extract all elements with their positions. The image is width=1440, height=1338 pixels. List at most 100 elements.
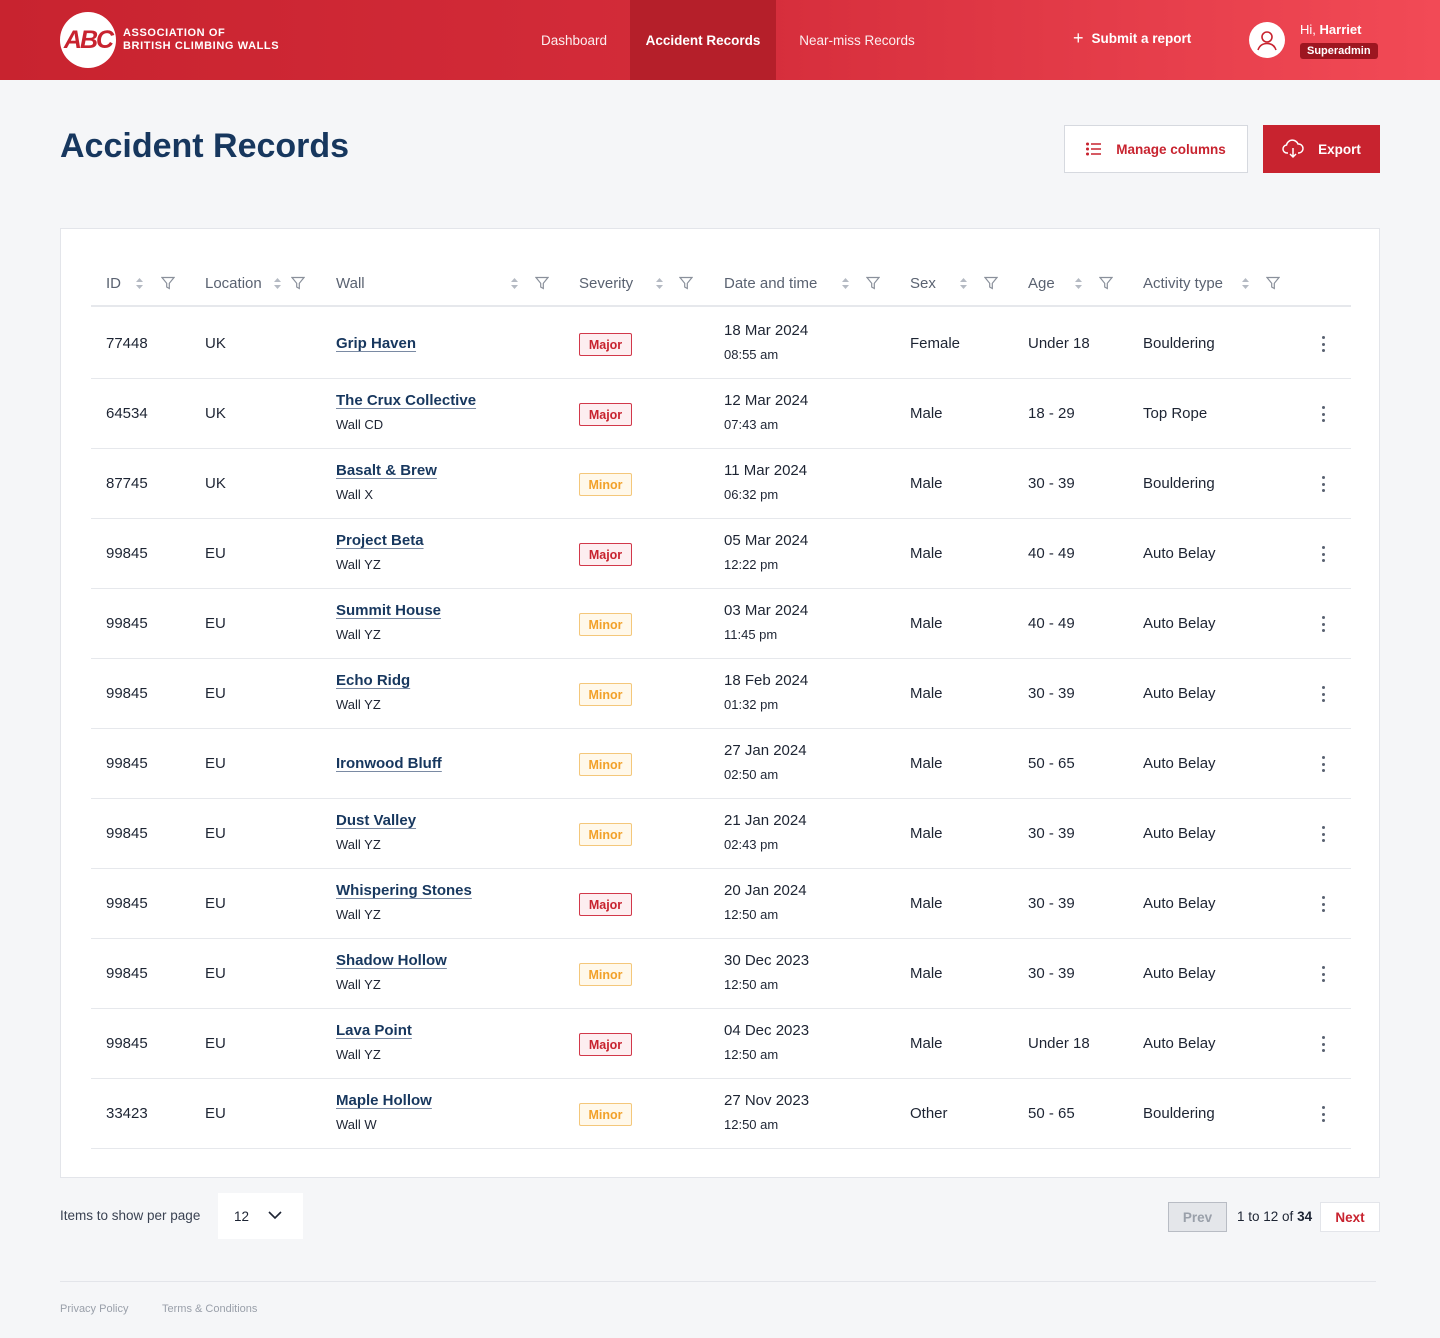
row-actions-kebab-icon[interactable]	[1315, 1103, 1331, 1125]
export-button[interactable]: Export	[1263, 125, 1380, 173]
sort-icon[interactable]	[511, 259, 518, 307]
table-row[interactable]: 99845 EU Male 30 - 39 Auto Belay Dust Valley W…	[91, 799, 1351, 869]
time-text: 07:43 am	[724, 417, 779, 432]
sort-icon[interactable]	[1242, 259, 1249, 307]
sort-icon[interactable]	[1075, 259, 1082, 307]
table-row[interactable]: 99845 EU Male 40 - 49 Auto Belay Summit House…	[91, 589, 1351, 659]
per-page-select[interactable]: 12	[218, 1193, 303, 1239]
cell-id: 99845	[106, 1035, 148, 1052]
cell-wall: Ironwood Bluff	[336, 755, 442, 772]
column-header-location[interactable]: Location	[205, 259, 262, 307]
cell-wall: Project Beta Wall YZ	[336, 532, 424, 572]
severity-badge: Minor	[579, 473, 632, 496]
row-actions-kebab-icon[interactable]	[1315, 753, 1331, 775]
wall-link[interactable]: Grip Haven	[336, 335, 417, 352]
column-header-wall[interactable]: Wall	[336, 259, 365, 307]
date-text: 20 Jan 2024	[724, 882, 807, 899]
column-header-label: Sex	[910, 274, 936, 292]
manage-columns-button[interactable]: Manage columns	[1064, 125, 1248, 173]
nav-dashboard[interactable]: Dashboard	[540, 32, 608, 48]
wall-link[interactable]: Summit House	[336, 602, 442, 619]
column-header-age[interactable]: Age	[1028, 259, 1055, 307]
column-header-sex[interactable]: Sex	[910, 259, 936, 307]
severity-badge: Minor	[579, 963, 632, 986]
column-header-severity[interactable]: Severity	[579, 259, 633, 307]
list-icon	[1086, 142, 1102, 156]
wall-link[interactable]: Whispering Stones	[336, 882, 472, 899]
cell-activity: Auto Belay	[1143, 755, 1216, 772]
column-header-date[interactable]: Date and time	[724, 259, 817, 307]
filter-icon[interactable]	[291, 259, 305, 307]
sort-icon[interactable]	[960, 259, 967, 307]
row-actions-kebab-icon[interactable]	[1315, 333, 1331, 355]
sort-icon[interactable]	[136, 259, 143, 307]
wall-link[interactable]: Shadow Hollow	[336, 952, 447, 969]
table-row[interactable]: 87745 UK Male 30 - 39 Bouldering Basalt & Bre…	[91, 449, 1351, 519]
per-page-value: 12	[234, 1208, 250, 1224]
wall-link[interactable]: Project Beta	[336, 532, 424, 549]
cell-wall: The Crux Collective Wall CD	[336, 392, 476, 432]
table-row[interactable]: 99845 EU Male 30 - 39 Auto Belay Shadow Hollo…	[91, 939, 1351, 1009]
table-row[interactable]: 99845 EU Male 30 - 39 Auto Belay Whispering S…	[91, 869, 1351, 939]
cell-activity: Auto Belay	[1143, 545, 1216, 562]
next-page-button[interactable]: Next	[1320, 1202, 1380, 1232]
sort-icon[interactable]	[842, 259, 849, 307]
cell-date-time: 18 Feb 2024 01:32 pm	[724, 672, 808, 712]
table-row[interactable]: 77448 UK Female Under 18 Bouldering Grip Have…	[91, 309, 1351, 379]
date-text: 18 Feb 2024	[724, 672, 809, 689]
row-actions-kebab-icon[interactable]	[1315, 543, 1331, 565]
filter-icon[interactable]	[535, 259, 549, 307]
row-actions-kebab-icon[interactable]	[1315, 823, 1331, 845]
submit-report-button[interactable]: + Submit a report	[1073, 29, 1191, 47]
date-text: 30 Dec 2023	[724, 952, 810, 969]
wall-link[interactable]: The Crux Collective	[336, 392, 477, 409]
cell-location: UK	[205, 405, 226, 422]
filter-icon[interactable]	[679, 259, 693, 307]
row-actions-kebab-icon[interactable]	[1315, 473, 1331, 495]
table-row[interactable]: 99845 EU Male Under 18 Auto Belay Lava Point W…	[91, 1009, 1351, 1079]
table-row[interactable]: 99845 EU Male 50 - 65 Auto Belay Ironwood Blu…	[91, 729, 1351, 799]
cell-date-time: 04 Dec 2023 12:50 am	[724, 1022, 809, 1062]
page-range-text: 1 to 12 of 34	[1237, 1209, 1312, 1224]
sort-icon[interactable]	[274, 259, 281, 307]
wall-link[interactable]: Basalt & Brew	[336, 462, 437, 479]
time-text: 02:43 pm	[724, 837, 779, 852]
abc-logo[interactable]: ABC ASSOCIATION OF BRITISH CLIMBING WALL…	[60, 12, 279, 68]
nav-accident-records[interactable]: Accident Records	[630, 0, 776, 80]
row-actions-kebab-icon[interactable]	[1315, 893, 1331, 915]
sort-icon[interactable]	[656, 259, 663, 307]
table-row[interactable]: 99845 EU Male 40 - 49 Auto Belay Project Beta…	[91, 519, 1351, 589]
terms-conditions-link[interactable]: Terms & Conditions	[162, 1303, 258, 1315]
wall-link[interactable]: Ironwood Bluff	[336, 755, 442, 772]
cell-location: EU	[205, 755, 226, 772]
privacy-policy-link[interactable]: Privacy Policy	[60, 1303, 129, 1315]
filter-icon[interactable]	[161, 259, 175, 307]
filter-icon[interactable]	[1099, 259, 1113, 307]
row-actions-kebab-icon[interactable]	[1315, 683, 1331, 705]
cell-wall: Maple Hollow Wall W	[336, 1092, 432, 1132]
wall-link[interactable]: Maple Hollow	[336, 1092, 432, 1109]
row-actions-kebab-icon[interactable]	[1315, 613, 1331, 635]
per-page-label: Items to show per page	[60, 1208, 201, 1223]
nav-near-miss-records[interactable]: Near-miss Records	[799, 32, 915, 48]
time-text: 12:22 pm	[724, 557, 779, 572]
column-header-id[interactable]: ID	[106, 259, 121, 307]
cell-location: EU	[205, 825, 226, 842]
filter-icon[interactable]	[984, 259, 998, 307]
wall-link[interactable]: Echo Ridg	[336, 672, 411, 689]
row-actions-kebab-icon[interactable]	[1315, 1033, 1331, 1055]
user-avatar[interactable]	[1249, 22, 1285, 58]
cell-activity: Top Rope	[1143, 405, 1208, 422]
table-row[interactable]: 99845 EU Male 30 - 39 Auto Belay Echo Ridg Wal…	[91, 659, 1351, 729]
row-actions-kebab-icon[interactable]	[1315, 963, 1331, 985]
filter-icon[interactable]	[1266, 259, 1280, 307]
filter-icon[interactable]	[866, 259, 880, 307]
wall-link[interactable]: Dust Valley	[336, 812, 417, 829]
logo-mark: ABC	[60, 12, 116, 68]
prev-page-button[interactable]: Prev	[1168, 1202, 1227, 1232]
column-header-activity[interactable]: Activity type	[1143, 259, 1223, 307]
row-actions-kebab-icon[interactable]	[1315, 403, 1331, 425]
table-row[interactable]: 64534 UK Male 18 - 29 Top Rope The Crux Colle…	[91, 379, 1351, 449]
table-row[interactable]: 33423 EU Other 50 - 65 Bouldering Maple Hollo…	[91, 1079, 1351, 1149]
wall-link[interactable]: Lava Point	[336, 1022, 412, 1039]
